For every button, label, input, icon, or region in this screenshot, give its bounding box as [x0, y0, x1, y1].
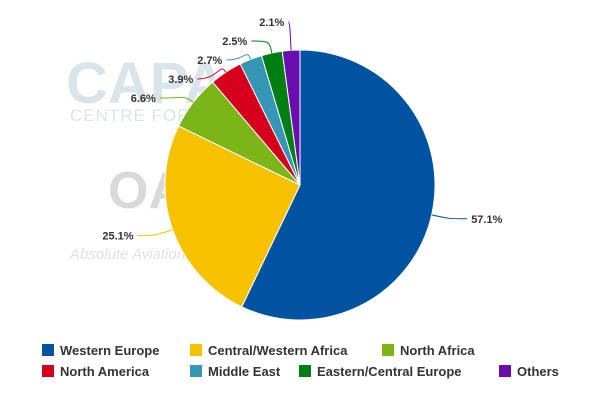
connector-central-western-africa	[137, 229, 173, 236]
connector-others	[287, 21, 292, 51]
connector-middle-east	[226, 54, 252, 61]
legend-item-middle-east[interactable]: Middle East	[190, 364, 281, 379]
legend-label-central-western-africa: Central/Western Africa	[208, 343, 348, 358]
connector-north-africa	[159, 96, 194, 103]
connector-western-europe	[431, 214, 468, 220]
legend-item-eastern-central-europe[interactable]: Eastern/Central Europe	[299, 364, 462, 379]
legend-label-north-africa: North Africa	[400, 343, 475, 358]
legend-label-others: Others	[517, 364, 559, 379]
data-labels: 57.1% 25.1% 6.6% 3.9% 2.7%2.5% 2.1%	[102, 17, 502, 243]
legend-swatch-others	[499, 365, 511, 377]
connector-north-america	[197, 68, 227, 80]
data-label-central-western-africa: 25.1%	[102, 231, 133, 243]
legend-item-north-america[interactable]: North America	[42, 364, 150, 379]
legend-swatch-eastern-central-europe	[299, 365, 311, 377]
data-label-north-africa: 6.6%	[131, 93, 156, 105]
legend-label-middle-east: Middle East	[208, 364, 281, 379]
legend-item-others[interactable]: Others	[499, 364, 559, 379]
legend-item-central-western-africa[interactable]: Central/Western Africa	[190, 343, 348, 358]
label-connectors	[137, 21, 468, 236]
pie-slices	[164, 49, 436, 321]
legend-item-western-europe[interactable]: Western Europe	[42, 343, 159, 358]
legend-label-north-america: North America	[60, 364, 150, 379]
connector-eastern-central-europe	[251, 40, 273, 54]
legend-item-north-africa[interactable]: North Africa	[382, 343, 475, 358]
pie-slice-western-europe	[241, 49, 436, 321]
data-label-others: 2.1%	[259, 17, 284, 29]
legend-swatch-central-western-africa	[190, 344, 202, 356]
data-label-middle-east: 2.7%	[197, 55, 222, 67]
data-label-eastern-central-europe: 2.5%	[222, 36, 247, 48]
legend-label-eastern-central-europe: Eastern/Central Europe	[317, 364, 462, 379]
data-label-western-europe: 57.1%	[471, 214, 502, 226]
legend-swatch-middle-east	[190, 365, 202, 377]
data-label-north-america: 3.9%	[168, 74, 193, 86]
legend: Western Europe Central/Western Africa Nort…	[42, 343, 559, 379]
legend-swatch-western-europe	[42, 344, 54, 356]
legend-swatch-north-africa	[382, 344, 394, 356]
legend-swatch-north-america	[42, 365, 54, 377]
legend-label-western-europe: Western Europe	[60, 343, 159, 358]
